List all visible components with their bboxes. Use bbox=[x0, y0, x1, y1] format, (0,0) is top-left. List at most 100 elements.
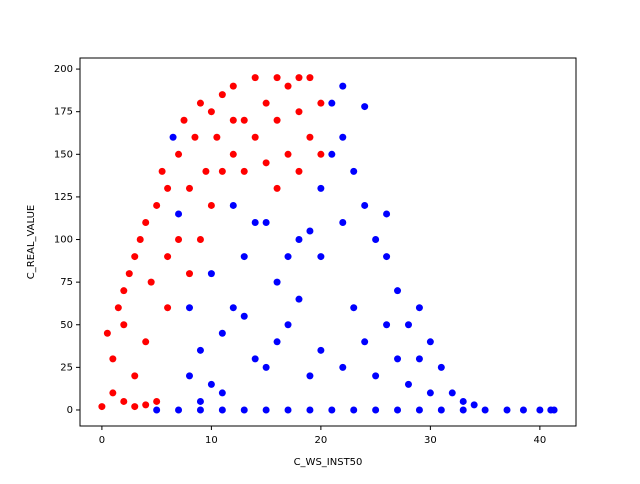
point bbox=[158, 167, 166, 175]
point bbox=[207, 380, 215, 388]
plot-frame bbox=[79, 57, 577, 427]
point bbox=[120, 397, 128, 405]
point bbox=[383, 253, 391, 261]
point bbox=[284, 321, 292, 329]
point bbox=[328, 150, 336, 158]
point bbox=[415, 406, 423, 414]
y-tick-label: 150 bbox=[54, 149, 73, 160]
point bbox=[317, 346, 325, 354]
point bbox=[295, 108, 303, 116]
point bbox=[114, 304, 122, 312]
point bbox=[383, 321, 391, 329]
y-tick-label: 200 bbox=[54, 64, 73, 75]
point bbox=[317, 253, 325, 261]
point bbox=[207, 108, 215, 116]
point bbox=[229, 82, 237, 90]
point bbox=[383, 210, 391, 218]
point bbox=[437, 406, 445, 414]
point bbox=[120, 287, 128, 295]
point bbox=[262, 159, 270, 167]
point bbox=[207, 201, 215, 209]
point bbox=[185, 184, 193, 192]
point bbox=[361, 201, 369, 209]
y-tick-label: 0 bbox=[67, 405, 73, 416]
point bbox=[295, 236, 303, 244]
x-tick-label: 20 bbox=[315, 435, 328, 446]
point bbox=[142, 338, 150, 346]
point bbox=[306, 227, 314, 235]
point bbox=[262, 99, 270, 107]
point bbox=[339, 363, 347, 371]
point bbox=[459, 406, 467, 414]
point bbox=[481, 406, 489, 414]
point bbox=[196, 397, 204, 405]
point bbox=[109, 389, 117, 397]
point bbox=[175, 236, 183, 244]
point bbox=[404, 380, 412, 388]
point bbox=[251, 355, 259, 363]
point bbox=[120, 321, 128, 329]
point bbox=[519, 406, 527, 414]
point bbox=[350, 167, 358, 175]
point bbox=[229, 201, 237, 209]
point bbox=[426, 389, 434, 397]
point bbox=[131, 372, 139, 380]
point bbox=[372, 406, 380, 414]
x-tick-label: 30 bbox=[424, 435, 437, 446]
point bbox=[191, 133, 199, 141]
point bbox=[175, 210, 183, 218]
point bbox=[262, 218, 270, 226]
point bbox=[361, 103, 369, 111]
point bbox=[229, 116, 237, 124]
point bbox=[169, 133, 177, 141]
point bbox=[273, 278, 281, 286]
point bbox=[175, 150, 183, 158]
point bbox=[503, 406, 511, 414]
y-tick-label: 50 bbox=[60, 320, 73, 331]
point bbox=[273, 338, 281, 346]
y-tick-label: 25 bbox=[60, 362, 73, 373]
x-axis-label: C_WS_INST50 bbox=[294, 457, 363, 468]
point bbox=[218, 406, 226, 414]
point bbox=[536, 406, 544, 414]
point bbox=[131, 403, 139, 411]
point bbox=[350, 406, 358, 414]
point bbox=[339, 133, 347, 141]
point bbox=[109, 355, 117, 363]
point bbox=[437, 363, 445, 371]
point bbox=[251, 74, 259, 82]
point bbox=[229, 304, 237, 312]
point bbox=[164, 253, 172, 261]
point bbox=[394, 287, 402, 295]
point bbox=[180, 116, 188, 124]
point bbox=[218, 91, 226, 99]
point bbox=[306, 406, 314, 414]
point bbox=[251, 133, 259, 141]
point bbox=[153, 397, 161, 405]
point bbox=[240, 167, 248, 175]
point bbox=[196, 99, 204, 107]
point bbox=[448, 389, 456, 397]
point bbox=[240, 406, 248, 414]
point bbox=[229, 150, 237, 158]
point bbox=[185, 270, 193, 278]
point bbox=[218, 329, 226, 337]
point bbox=[142, 401, 150, 409]
point bbox=[350, 304, 358, 312]
point bbox=[164, 184, 172, 192]
point bbox=[284, 150, 292, 158]
point bbox=[328, 406, 336, 414]
point bbox=[153, 406, 161, 414]
point bbox=[317, 150, 325, 158]
point bbox=[98, 403, 106, 411]
point bbox=[218, 389, 226, 397]
point bbox=[273, 184, 281, 192]
point bbox=[153, 201, 161, 209]
point bbox=[284, 82, 292, 90]
point bbox=[306, 372, 314, 380]
point bbox=[262, 363, 270, 371]
point bbox=[295, 295, 303, 303]
point bbox=[339, 218, 347, 226]
point bbox=[240, 116, 248, 124]
